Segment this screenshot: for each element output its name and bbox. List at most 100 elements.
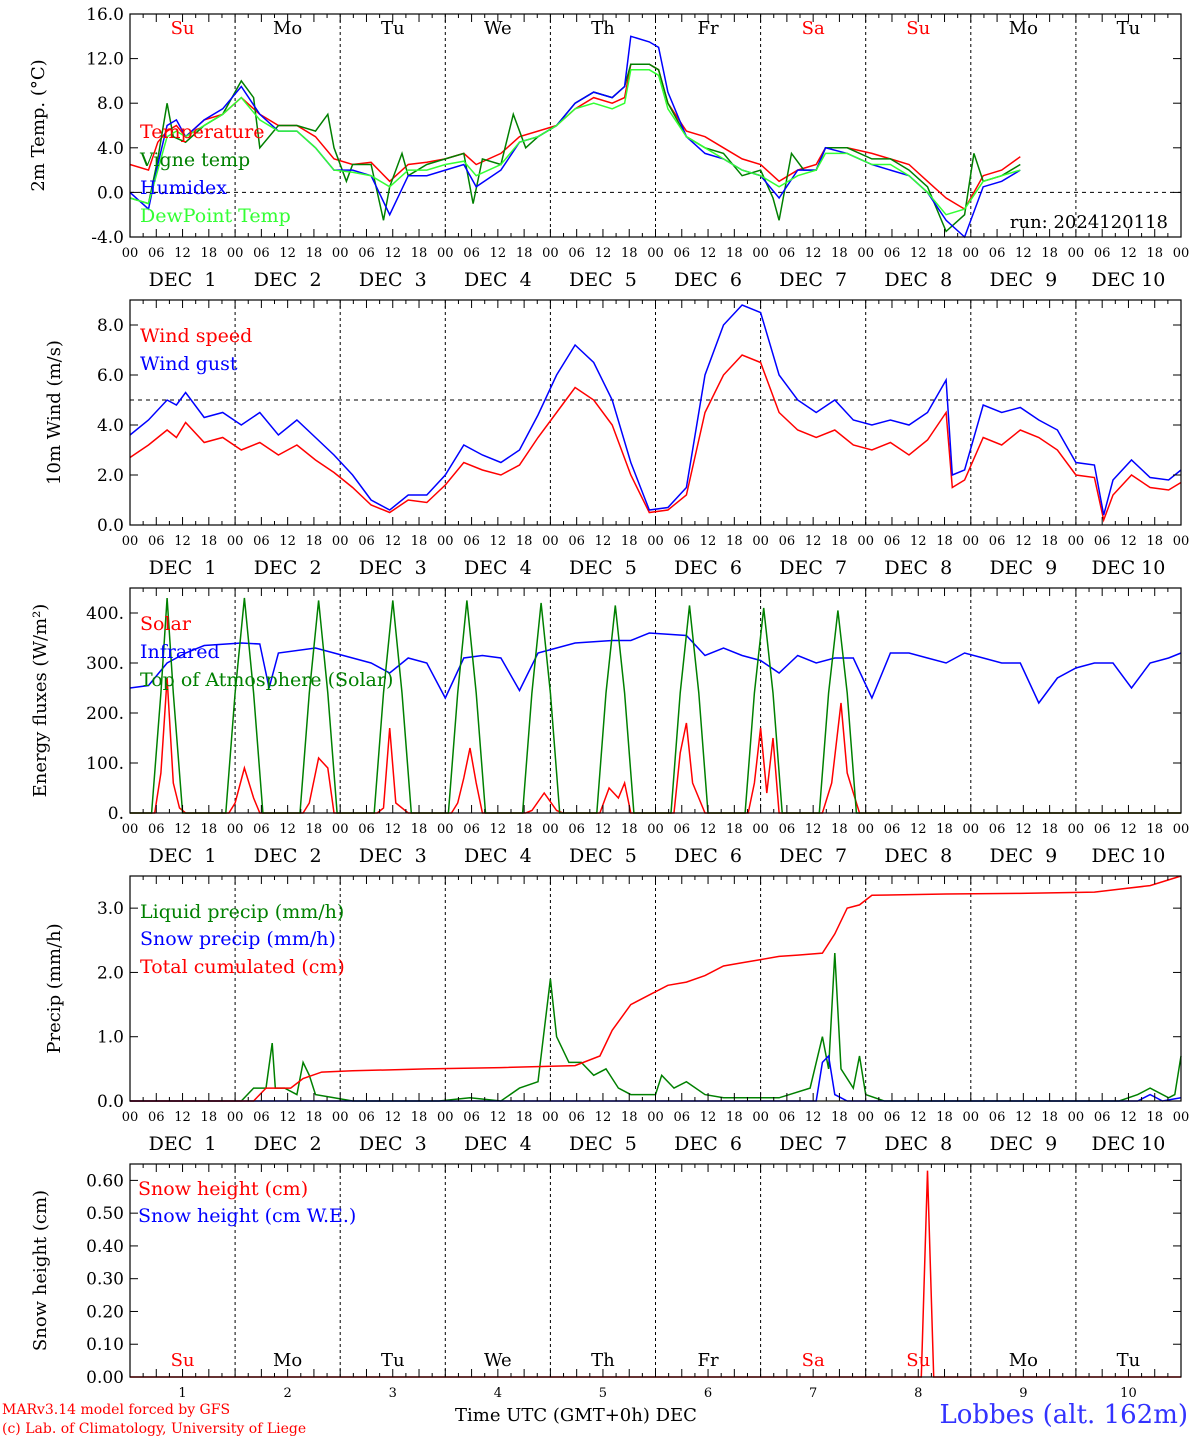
date-label: DEC 9 xyxy=(989,1133,1057,1155)
weekday-label: Mo xyxy=(273,1350,302,1371)
hour-tick-label: 06 xyxy=(358,822,375,837)
weekday-label: Tu xyxy=(381,18,405,39)
hour-tick-label: 06 xyxy=(568,534,585,549)
hour-tick-label: 18 xyxy=(726,534,743,549)
hour-tick-label: 12 xyxy=(384,822,401,837)
y-tick-label: -4.0 xyxy=(91,228,124,248)
date-label: DEC 6 xyxy=(674,557,742,579)
hour-tick-label: 18 xyxy=(726,246,743,261)
hour-tick-label: 00 xyxy=(542,246,559,261)
frame-layer: -4.00.04.08.012.016.02m Temp. (°C) Temper… xyxy=(28,5,1189,1401)
hour-tick-label: 06 xyxy=(1094,822,1111,837)
date-label: DEC 9 xyxy=(989,845,1057,867)
day-number-label: 3 xyxy=(389,1386,397,1401)
y-tick-label: 0.00 xyxy=(86,1368,124,1388)
hour-tick-label: 18 xyxy=(201,246,218,261)
hour-tick-label: 12 xyxy=(700,822,717,837)
hour-tick-label: 00 xyxy=(1173,534,1190,549)
weekday-label: Mo xyxy=(273,18,302,39)
hour-tick-label: 06 xyxy=(674,822,691,837)
y-tick-label: 300. xyxy=(86,654,124,674)
y-tick-label: 0.10 xyxy=(86,1335,124,1355)
hour-tick-label: 00 xyxy=(1173,822,1190,837)
time-axis-label: Time UTC (GMT+0h) DEC xyxy=(455,1405,697,1426)
hour-tick-label: 12 xyxy=(174,822,191,837)
hour-tick-label: 18 xyxy=(621,1110,638,1125)
hour-tick-label: 06 xyxy=(148,822,165,837)
y-axis-title: 10m Wind (m/s) xyxy=(44,340,65,485)
hour-tick-label: 00 xyxy=(857,1110,874,1125)
date-label: DEC 4 xyxy=(464,1133,532,1155)
hour-tick-label: 12 xyxy=(1120,822,1137,837)
hour-tick-label: 18 xyxy=(306,246,323,261)
hour-tick-label: 18 xyxy=(936,1110,953,1125)
day-number-label: 1 xyxy=(178,1386,186,1401)
y-axis-title: Precip (mm/h) xyxy=(44,923,65,1053)
day-number-label: 4 xyxy=(494,1386,502,1401)
hour-tick-label: 12 xyxy=(279,534,296,549)
date-label: DEC 5 xyxy=(569,269,637,291)
hour-tick-label: 00 xyxy=(963,534,980,549)
weekday-label: Tu xyxy=(1117,18,1141,39)
weekday-label: Tu xyxy=(1117,1350,1141,1371)
weekday-label: Mo xyxy=(1009,18,1038,39)
y-tick-label: 0.20 xyxy=(86,1302,124,1322)
legend-entry: Liquid precip (mm/h) xyxy=(140,901,344,923)
hour-tick-label: 06 xyxy=(1094,246,1111,261)
hour-tick-label: 06 xyxy=(463,246,480,261)
hour-tick-label: 00 xyxy=(647,246,664,261)
hour-tick-label: 18 xyxy=(306,822,323,837)
hour-tick-label: 12 xyxy=(910,1110,927,1125)
hour-tick-label: 12 xyxy=(279,1110,296,1125)
hour-tick-label: 12 xyxy=(805,1110,822,1125)
hour-tick-label: 18 xyxy=(831,1110,848,1125)
hour-tick-label: 00 xyxy=(542,534,559,549)
hour-tick-label: 12 xyxy=(279,246,296,261)
run-label: run: 2024120118 xyxy=(1010,212,1168,233)
hour-tick-label: 12 xyxy=(595,534,612,549)
y-tick-label: 0. xyxy=(108,804,124,824)
model-credit: MARv3.14 model forced by GFS xyxy=(2,1402,231,1418)
legend-entry: Snow precip (mm/h) xyxy=(140,928,336,950)
hour-tick-label: 18 xyxy=(411,246,428,261)
hour-tick-label: 12 xyxy=(805,822,822,837)
date-label: DEC 2 xyxy=(254,557,322,579)
y-tick-label: 8.0 xyxy=(97,316,124,336)
hour-tick-label: 12 xyxy=(595,822,612,837)
y-tick-label: 0.0 xyxy=(97,516,124,536)
hour-tick-label: 12 xyxy=(700,534,717,549)
hour-tick-label: 18 xyxy=(936,246,953,261)
day-number-label: 7 xyxy=(809,1386,817,1401)
date-label: DEC 9 xyxy=(989,269,1057,291)
hour-tick-label: 06 xyxy=(989,1110,1006,1125)
y-tick-label: 4.0 xyxy=(97,139,124,159)
date-label: DEC 6 xyxy=(674,845,742,867)
legend-entry: Wind speed xyxy=(140,325,252,347)
series-line-4-2 xyxy=(130,1054,1182,1102)
hour-tick-label: 12 xyxy=(1120,534,1137,549)
weekday-label: Su xyxy=(171,1350,195,1371)
legend-entry: Temperature xyxy=(140,121,264,143)
series-line-2-2 xyxy=(129,304,1182,516)
date-label: DEC 3 xyxy=(359,557,427,579)
hour-tick-label: 00 xyxy=(437,246,454,261)
hour-tick-label: 12 xyxy=(490,822,507,837)
hour-tick-label: 18 xyxy=(306,534,323,549)
hour-tick-label: 18 xyxy=(201,534,218,549)
date-label: DEC 3 xyxy=(359,845,427,867)
weekday-label: Sa xyxy=(802,18,825,39)
date-label: DEC 2 xyxy=(254,1133,322,1155)
hour-tick-label: 06 xyxy=(463,822,480,837)
hour-tick-label: 18 xyxy=(1041,1110,1058,1125)
hour-tick-label: 18 xyxy=(516,822,533,837)
day-number-label: 2 xyxy=(284,1386,292,1401)
date-label: DEC 1 xyxy=(149,557,217,579)
hour-tick-label: 12 xyxy=(595,1110,612,1125)
date-label: DEC 1 xyxy=(149,845,217,867)
date-label: DEC 5 xyxy=(569,557,637,579)
date-label: DEC 4 xyxy=(464,557,532,579)
hour-tick-label: 00 xyxy=(752,246,769,261)
hour-tick-label: 00 xyxy=(752,534,769,549)
date-label: DEC 8 xyxy=(884,269,952,291)
